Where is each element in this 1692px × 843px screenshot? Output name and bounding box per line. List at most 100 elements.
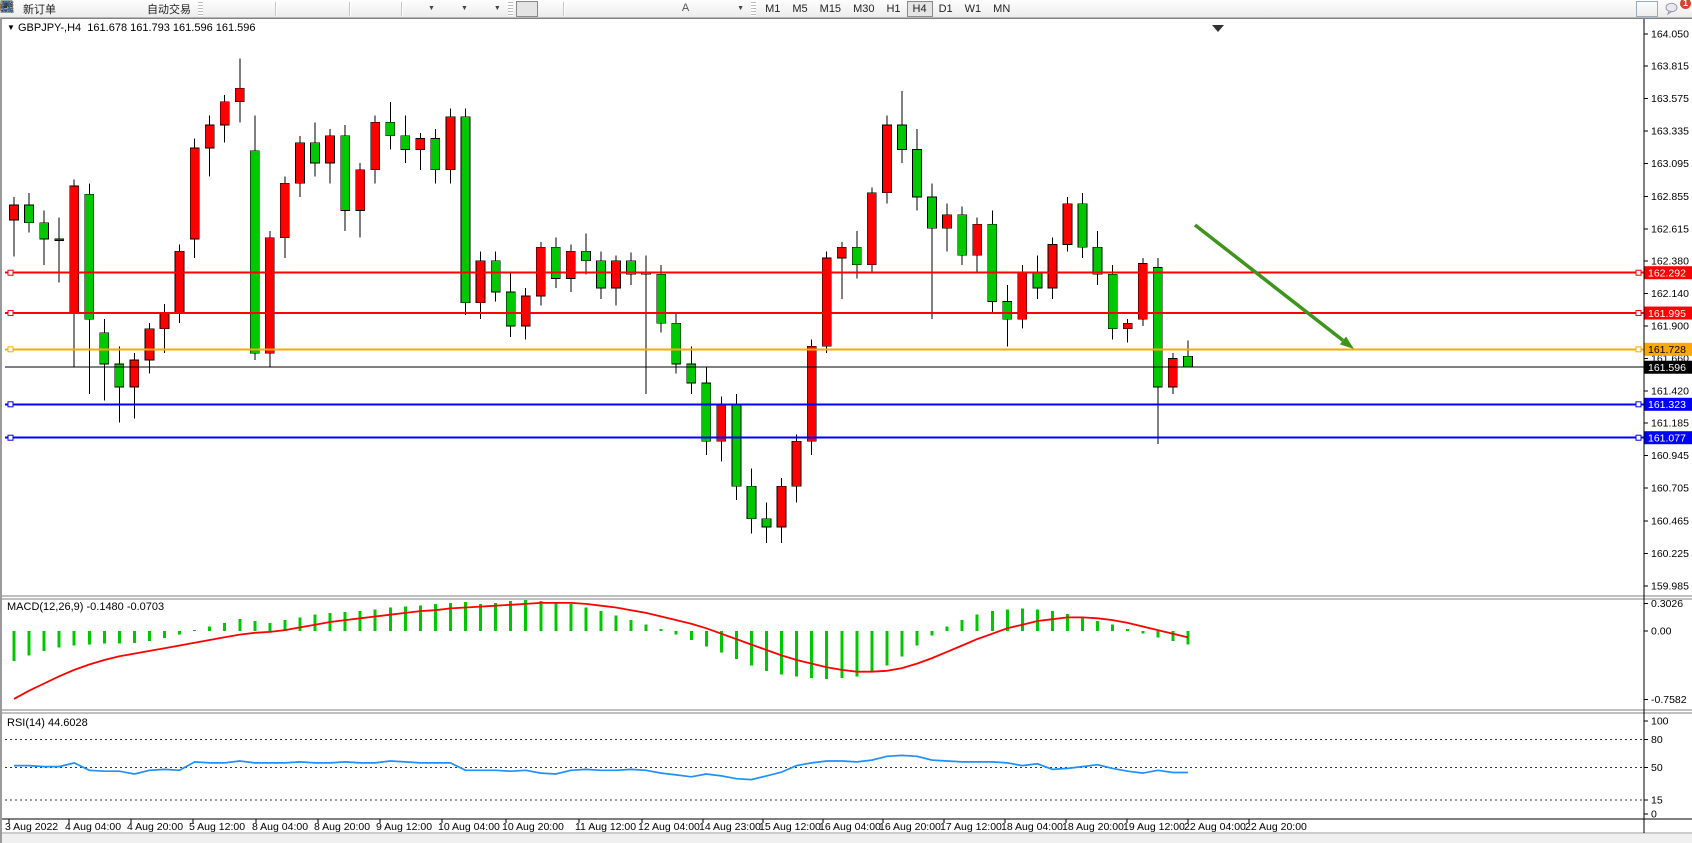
toolbar-drag-handle[interactable]	[198, 1, 203, 16]
toolbar-drag-handle[interactable]	[751, 1, 757, 16]
svg-text:160.465: 160.465	[1651, 515, 1689, 527]
macd-histogram-bar	[749, 631, 753, 666]
signals-button[interactable]	[1, 1, 126, 17]
macd-histogram-bar	[975, 614, 979, 631]
line-handle[interactable]	[1635, 401, 1642, 408]
line-handle[interactable]	[1635, 269, 1642, 276]
macd-histogram-bar	[208, 626, 212, 631]
timeframe-D1[interactable]: D1	[933, 1, 959, 17]
auto-trading-button[interactable]: 自动交易	[1, 1, 195, 17]
macd-histogram-bar	[840, 631, 844, 679]
line-handle[interactable]	[7, 401, 14, 408]
text-button[interactable]: A	[678, 1, 693, 17]
macd-histogram-bar	[719, 631, 723, 653]
macd-histogram-bar	[1141, 631, 1145, 634]
search-button[interactable]	[1, 0, 1658, 17]
tile-windows-button[interactable]	[0, 0, 346, 17]
macd-histogram-bar	[27, 631, 31, 656]
macd-histogram-bar	[825, 631, 829, 679]
line-handle[interactable]	[7, 346, 14, 353]
macd-histogram-bar	[644, 624, 648, 631]
label-button[interactable]: T	[0, 1, 715, 17]
chevron-down-icon: ▼	[493, 5, 501, 12]
candle-body	[1047, 244, 1058, 289]
macd-histogram-bar	[283, 620, 287, 631]
candle-body	[535, 246, 546, 297]
zoom-in-button[interactable]	[1, 1, 302, 17]
indicators-button[interactable]: ▼	[1, 1, 439, 17]
line-handle[interactable]	[7, 310, 14, 317]
macd-histogram-bar	[734, 631, 738, 660]
candle-body	[806, 345, 817, 442]
notifications-button[interactable]: 1	[1664, 0, 1691, 17]
chart-shift-icon	[1, 1, 394, 16]
candle-body	[460, 116, 471, 304]
timeframe-M30[interactable]: M30	[847, 1, 880, 17]
candlestick-chart-button[interactable]	[1, 1, 250, 17]
price-tag-label: 162.292	[1648, 268, 1686, 280]
price-chart[interactable]: 164.050 163.815 163.575 163.335 163.095 162.8…	[2, 19, 1692, 843]
macd-histogram-bar	[1005, 609, 1009, 631]
macd-histogram-bar	[509, 601, 513, 631]
macd-histogram-bar	[990, 611, 994, 631]
templates-button[interactable]: ▼	[0, 1, 505, 17]
macd-histogram-bar	[418, 605, 422, 631]
line-handle[interactable]	[1635, 310, 1642, 317]
candlestick-chart-icon	[1, 1, 246, 16]
line-chart-button[interactable]	[0, 1, 272, 17]
svg-text:160.225: 160.225	[1651, 548, 1689, 560]
bar-chart-button[interactable]	[1, 1, 228, 17]
date-label: 4 Aug 04:00	[65, 821, 121, 833]
channel-button[interactable]: E	[0, 0, 656, 17]
tick-chart-button[interactable]	[0, 1, 82, 17]
timeframe-M1[interactable]: M1	[759, 1, 786, 17]
line-handle[interactable]	[1635, 434, 1642, 441]
vertical-line-button[interactable]	[5, 1, 590, 17]
svg-text:164.050: 164.050	[1651, 29, 1689, 41]
candle-body	[1032, 271, 1043, 289]
candle-body	[987, 223, 998, 302]
shapes-button[interactable]: ▼	[2, 1, 748, 17]
crosshair-button[interactable]	[1, 1, 560, 17]
trend-arrow-head[interactable]	[1339, 336, 1354, 349]
candle-body	[791, 441, 802, 487]
trendline-button[interactable]	[1, 1, 634, 17]
horizontal-line-button[interactable]	[1, 1, 612, 17]
macd-histogram-bar	[132, 631, 136, 643]
signals-icon	[1, 2, 122, 16]
label-icon: T	[0, 1, 711, 16]
fibonacci-button[interactable]: F	[1, 1, 678, 17]
market-watch-button[interactable]	[0, 1, 104, 17]
auto-scroll-icon	[1, 1, 372, 16]
candle-body	[761, 518, 772, 528]
timeframe-H4[interactable]: H4	[906, 0, 933, 17]
zoom-out-button[interactable]	[1, 1, 324, 17]
search-icon	[1, 1, 1654, 16]
macd-histogram-bar	[464, 602, 467, 631]
date-label: 19 Aug 12:00	[1123, 821, 1185, 833]
trend-arrow[interactable]	[1193, 223, 1345, 342]
line-handle[interactable]	[1635, 346, 1642, 353]
candle-body	[912, 149, 922, 198]
candle-body	[596, 260, 606, 289]
timeframe-MN[interactable]: MN	[987, 1, 1016, 17]
periods-button[interactable]: ▼	[1, 1, 472, 17]
macd-histogram-bar	[614, 615, 618, 631]
timeframe-H1[interactable]: H1	[880, 1, 906, 17]
candle-body	[265, 237, 275, 354]
auto-scroll-button[interactable]	[1, 1, 376, 17]
macd-histogram-bar	[930, 631, 934, 636]
timeframe-M15[interactable]: M15	[814, 1, 847, 17]
collapse-icon[interactable]: ▼	[7, 23, 15, 32]
chart-shift-marker[interactable]	[1212, 25, 1224, 32]
date-label: 22 Aug 20:00	[1245, 821, 1307, 833]
timeframe-M5[interactable]: M5	[786, 1, 813, 17]
timeframe-W1[interactable]: W1	[959, 1, 988, 17]
toolbar-drag-handle[interactable]	[507, 1, 513, 16]
chart-shift-button[interactable]	[1, 1, 398, 17]
svg-text:0: 0	[1651, 809, 1657, 821]
line-handle[interactable]	[7, 269, 14, 276]
macd-histogram-bar	[870, 631, 874, 673]
line-handle[interactable]	[7, 434, 14, 441]
cursor-button[interactable]	[3, 0, 538, 17]
